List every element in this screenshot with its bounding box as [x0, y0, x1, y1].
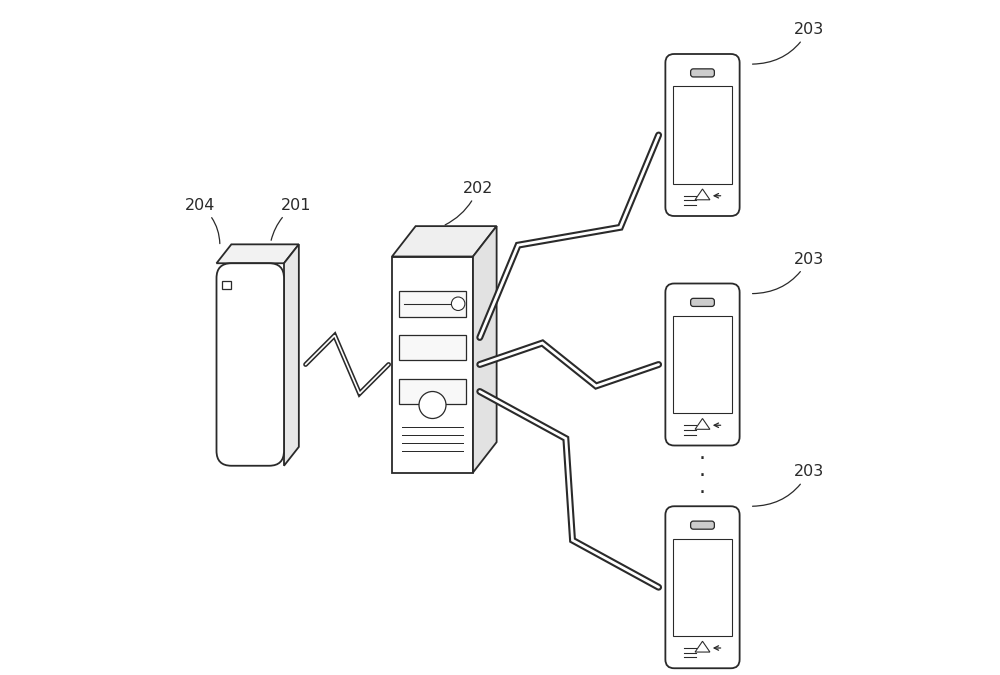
- FancyBboxPatch shape: [665, 54, 740, 216]
- Circle shape: [451, 297, 465, 310]
- FancyBboxPatch shape: [216, 263, 284, 466]
- FancyBboxPatch shape: [691, 69, 714, 77]
- Text: 203: 203: [753, 464, 824, 506]
- FancyBboxPatch shape: [691, 298, 714, 306]
- Bar: [673, 539, 732, 636]
- FancyBboxPatch shape: [691, 521, 714, 529]
- Text: 204: 204: [184, 198, 220, 244]
- Bar: [399, 291, 466, 317]
- Text: ·
·
·: · · ·: [699, 449, 706, 503]
- Bar: [673, 316, 732, 413]
- Bar: [222, 281, 231, 289]
- Circle shape: [419, 392, 446, 418]
- Bar: [673, 86, 732, 184]
- Polygon shape: [216, 244, 299, 263]
- Text: 203: 203: [753, 252, 824, 294]
- Polygon shape: [473, 226, 497, 472]
- FancyBboxPatch shape: [665, 284, 740, 446]
- Polygon shape: [284, 244, 299, 466]
- FancyBboxPatch shape: [665, 506, 740, 668]
- Polygon shape: [392, 226, 497, 256]
- Bar: [399, 379, 466, 404]
- Bar: [399, 335, 466, 360]
- Bar: [392, 256, 473, 472]
- Text: 202: 202: [445, 181, 493, 225]
- Text: 201: 201: [271, 198, 311, 240]
- Text: 203: 203: [753, 22, 824, 64]
